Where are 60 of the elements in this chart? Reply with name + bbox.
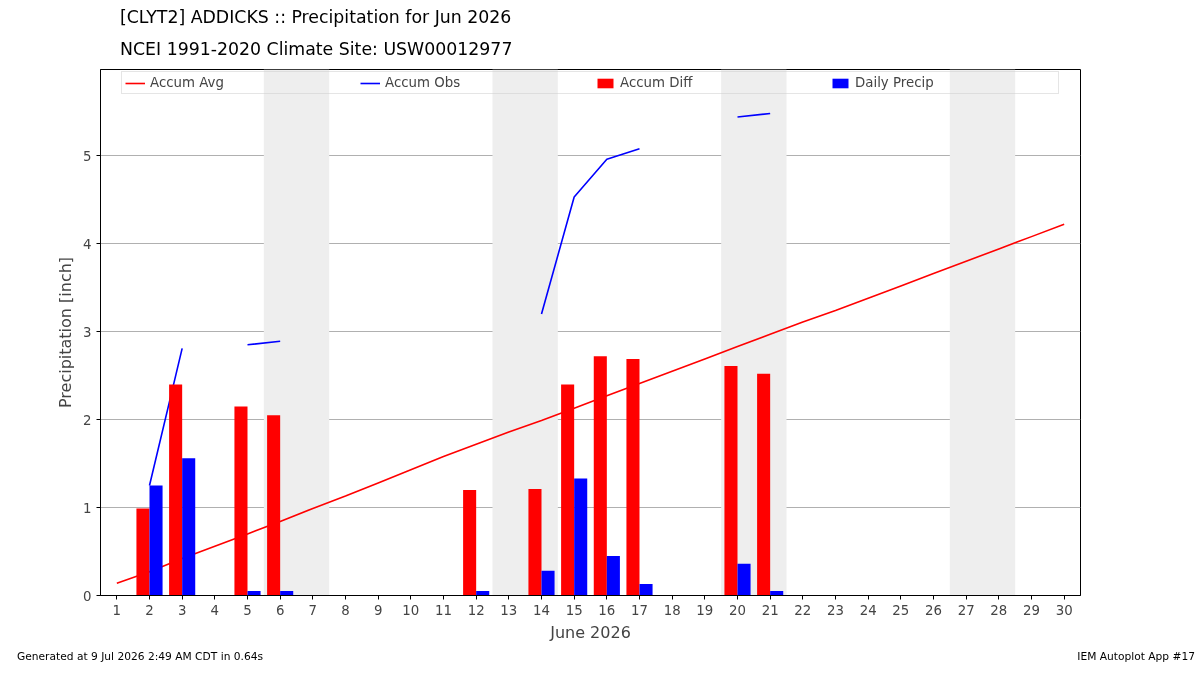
legend-label: Daily Precip <box>855 75 935 90</box>
x-tick-label: 2 <box>145 602 154 618</box>
x-tick-label: 24 <box>859 602 877 618</box>
bar <box>770 591 784 596</box>
bar <box>606 555 620 596</box>
y-tick-label: 1 <box>83 500 92 516</box>
text: Generated at 9 Jul 2026 2:49 AM CDT in 0.64s <box>17 649 264 665</box>
x-tick-label: 27 <box>957 602 975 618</box>
x-tick-label: 23 <box>827 602 844 618</box>
x-tick-label: 18 <box>663 602 681 618</box>
bar <box>528 489 542 596</box>
x-tick-label: 13 <box>500 602 518 618</box>
bar <box>476 591 490 596</box>
bar <box>757 373 771 596</box>
x-tick-label: 6 <box>275 602 285 618</box>
legend-label: Accum Obs <box>385 75 462 90</box>
legend-label: Accum Avg <box>150 75 225 90</box>
bar <box>574 478 588 596</box>
x-tick-label: 22 <box>794 602 812 618</box>
x-tick-label: 28 <box>990 602 1008 618</box>
bar <box>724 365 738 596</box>
bar <box>541 570 555 596</box>
x-tick-label: 15 <box>565 602 583 618</box>
x-tick-label: 8 <box>341 602 350 618</box>
x-tick-label: 14 <box>533 602 550 618</box>
bar <box>639 584 653 596</box>
y-tick-label: 2 <box>83 412 92 428</box>
x-tick-label: 20 <box>729 602 746 618</box>
x-tick-label: 10 <box>402 602 420 618</box>
x-axis-title: June 2026 <box>549 622 631 642</box>
bar <box>182 458 196 596</box>
x-tick-label: 16 <box>598 602 616 618</box>
chart-title: [CLYT2] ADDICKS :: Precipitation for Jun 2026 <box>120 6 512 29</box>
x-tick-label: 11 <box>435 602 452 618</box>
x-tick-label: 30 <box>1055 602 1073 618</box>
bar <box>247 591 261 596</box>
x-tick-label: 21 <box>761 602 779 618</box>
x-tick-label: 5 <box>243 602 252 618</box>
x-tick-label: 7 <box>308 602 318 618</box>
y-tick-label: 5 <box>83 148 92 164</box>
x-tick-label: 17 <box>631 602 648 618</box>
bar <box>280 591 294 596</box>
x-tick-label: 4 <box>210 602 220 618</box>
bar <box>737 563 751 596</box>
y-axis-title: Precipitation [inch] <box>56 256 76 409</box>
x-tick-label: 1 <box>112 602 122 618</box>
x-tick-label: 26 <box>925 602 942 618</box>
x-tick-label: 25 <box>892 602 910 618</box>
chart-subtitle: NCEI 1991-2020 Climate Site: USW00012977 <box>120 38 513 61</box>
x-tick-label: 12 <box>467 602 485 618</box>
bar <box>463 489 477 596</box>
x-tick-label: 29 <box>1023 602 1040 618</box>
x-tick-label: 9 <box>373 602 383 618</box>
y-tick-label: 3 <box>83 324 92 340</box>
y-tick-label: 0 <box>83 588 92 604</box>
text: IEM Autoplot App #17 <box>1077 649 1195 665</box>
x-tick-label: 19 <box>696 602 714 618</box>
legend-label: Accum Diff <box>620 75 694 90</box>
x-tick-label: 3 <box>177 602 187 618</box>
y-tick-label: 4 <box>83 236 92 252</box>
